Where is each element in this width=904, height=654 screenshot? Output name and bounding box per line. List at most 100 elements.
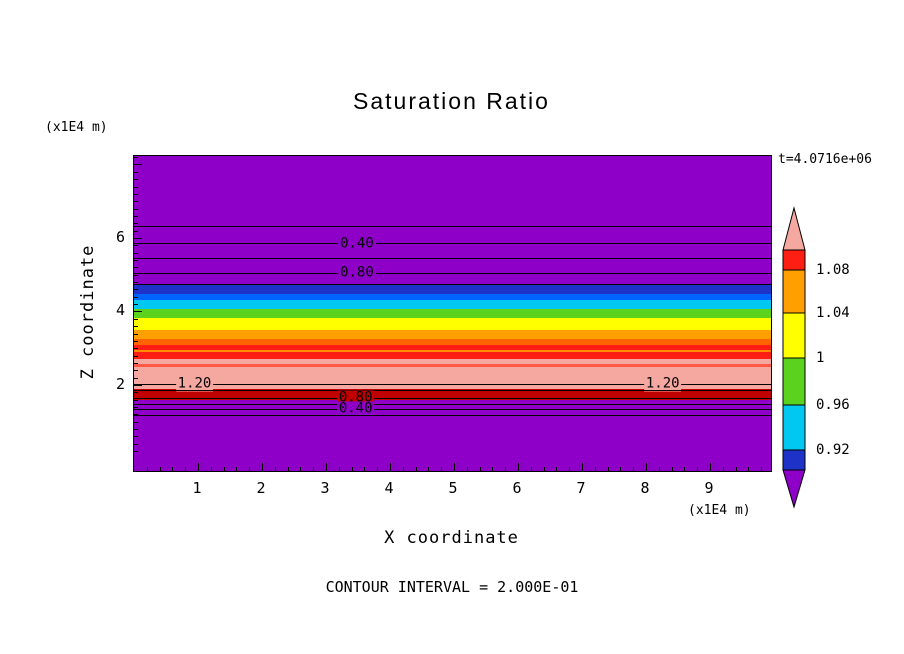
x-axis-tick (582, 463, 583, 471)
contour-line (134, 397, 771, 399)
x-axis-tick (351, 467, 353, 471)
x-axis-tick (556, 467, 558, 471)
x-axis-tick (633, 467, 635, 471)
y-axis-title: Z coordinate (78, 244, 98, 380)
y-axis-tick (134, 311, 142, 313)
y-axis-tick (134, 237, 142, 239)
x-axis-tick (441, 467, 443, 471)
y-axis-tick (134, 384, 142, 386)
colorbar-tick-label: 1.08 (816, 262, 850, 278)
y-axis-tick (134, 171, 138, 173)
x-axis-tick (300, 467, 302, 471)
y-axis-tick (134, 443, 138, 445)
x-axis-tick (607, 467, 609, 471)
contour-line (134, 383, 771, 385)
contour-line (134, 404, 771, 406)
colorbar-tick-label: 0.92 (816, 442, 850, 458)
y-axis-tick (134, 164, 142, 166)
band-cyan (134, 300, 771, 309)
colorbar-tick-label: 1 (816, 350, 825, 366)
x-axis-tick (159, 467, 161, 471)
y-axis-tick (134, 429, 138, 431)
x-axis-unit-label: (x1E4 m) (688, 503, 751, 518)
y-axis-tick (134, 362, 138, 364)
x-tick-label: 6 (512, 479, 522, 497)
y-axis-tick (134, 370, 138, 372)
y-axis-tick (134, 274, 138, 276)
x-axis-tick (172, 467, 174, 471)
band-yellow (134, 318, 771, 330)
colorbar-arrow-bottom (782, 469, 806, 509)
y-axis-tick (134, 215, 138, 217)
y-axis-tick (134, 186, 138, 188)
band-green (134, 308, 771, 319)
y-axis-tick (134, 399, 138, 401)
x-axis-tick (415, 467, 417, 471)
x-axis-tick (236, 467, 238, 471)
x-axis-tick (454, 463, 455, 471)
x-tick-label: 9 (704, 479, 714, 497)
band-purple-lower (134, 400, 771, 471)
y-axis-tick (134, 179, 138, 181)
contour-line (134, 415, 771, 417)
contour-label: 1.20 (643, 375, 682, 392)
x-axis-tick (185, 467, 187, 471)
x-axis-tick (338, 467, 340, 471)
x-axis-tick (735, 467, 737, 471)
colorbar (782, 206, 806, 509)
contour-interval-label: CONTOUR INTERVAL = 2.000E-01 (325, 578, 579, 596)
y-axis-tick (134, 414, 138, 416)
x-axis-tick (326, 463, 327, 471)
band-purple-upper (134, 156, 771, 284)
contour-line (134, 283, 771, 285)
y-axis-tick (134, 304, 138, 306)
contour-line (134, 272, 771, 274)
x-axis-tick (569, 467, 571, 471)
time-annotation: t=4.0716e+06 (778, 152, 872, 167)
x-tick-label: 8 (640, 479, 650, 497)
y-axis-tick (134, 333, 138, 335)
colorbar-tick-label: 0.96 (816, 397, 850, 413)
x-axis-tick (466, 467, 468, 471)
y-tick-label: 6 (115, 227, 125, 246)
y-axis-tick (134, 436, 138, 438)
x-axis-tick (748, 467, 750, 471)
x-axis-tick (390, 463, 391, 471)
x-axis-tick (313, 467, 315, 471)
x-axis-tick (428, 467, 430, 471)
x-axis-tick (364, 467, 366, 471)
x-tick-label: 1 (192, 479, 202, 497)
x-axis-tick (377, 467, 379, 471)
band-blue (134, 294, 771, 301)
y-axis-tick (134, 267, 138, 269)
y-axis-tick (134, 208, 138, 210)
colorbar-segment-1 (782, 269, 806, 314)
x-axis-tick (210, 467, 212, 471)
y-axis-tick (134, 193, 138, 195)
x-axis-tick (761, 467, 763, 471)
x-axis-tick (684, 467, 686, 471)
x-axis-tick (249, 467, 251, 471)
x-axis-tick (274, 467, 276, 471)
x-axis-tick (505, 467, 507, 471)
contour-label: 0.40 (336, 400, 375, 417)
x-tick-label: 7 (576, 479, 586, 497)
x-axis-tick (671, 467, 673, 471)
y-axis-tick (134, 355, 138, 357)
colorbar-segment-4 (782, 404, 806, 451)
colorbar-segment-5 (782, 449, 806, 471)
band-orange-red (134, 339, 771, 345)
colorbar-arrow-top (782, 206, 806, 251)
x-axis-tick (722, 467, 724, 471)
y-axis-tick (134, 326, 138, 328)
y-axis-unit-label: (x1E4 m) (45, 120, 108, 135)
x-axis-tick (697, 467, 699, 471)
contour-label: 0.40 (338, 235, 376, 252)
x-tick-label: 5 (448, 479, 458, 497)
y-axis-tick (134, 451, 138, 453)
contour-line (134, 408, 771, 410)
x-axis-tick (543, 467, 545, 471)
y-axis-tick (134, 296, 138, 298)
x-axis-tick (223, 467, 225, 471)
